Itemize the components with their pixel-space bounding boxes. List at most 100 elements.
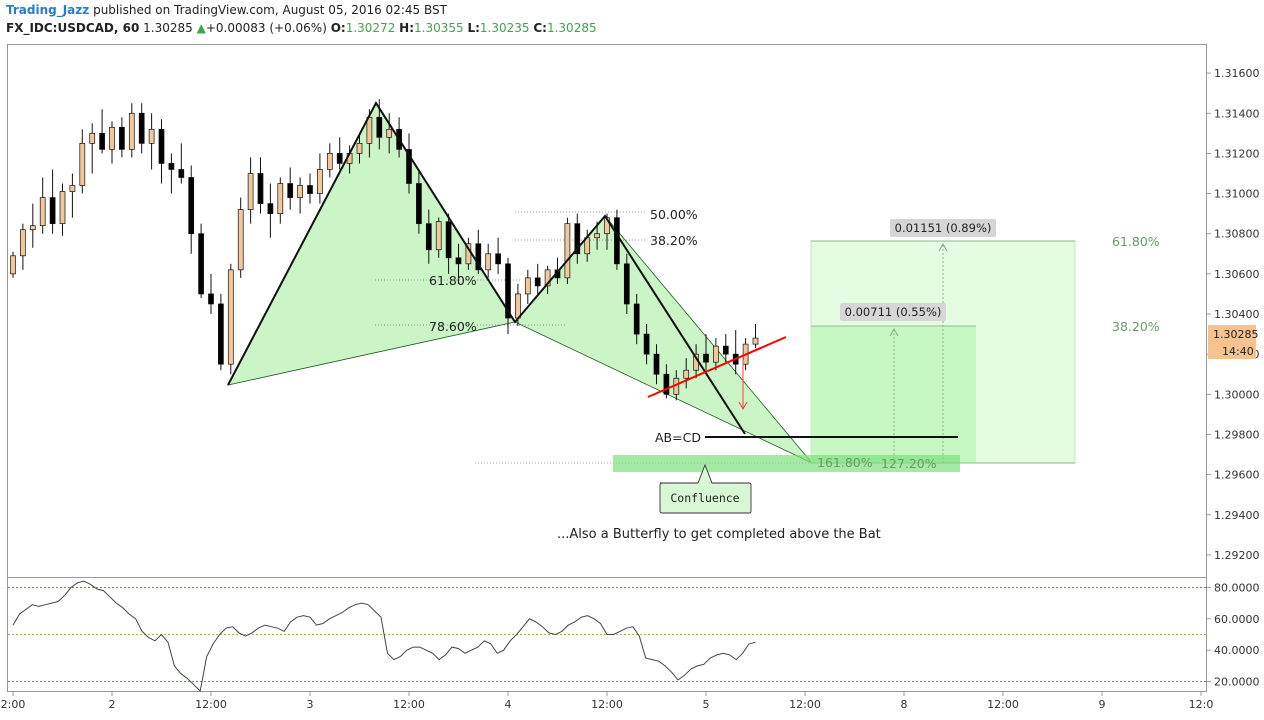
time-tick-label: 12:0 bbox=[1189, 698, 1214, 711]
candle-down[interactable] bbox=[633, 303, 640, 335]
candle-up[interactable] bbox=[326, 153, 333, 170]
candle-up[interactable] bbox=[29, 225, 36, 231]
high-value: 1.30355 bbox=[414, 21, 464, 35]
candle-up[interactable] bbox=[59, 191, 66, 225]
candle-down[interactable] bbox=[336, 153, 343, 164]
candle-down[interactable] bbox=[178, 169, 185, 178]
candle-up[interactable] bbox=[524, 277, 531, 295]
candle-down[interactable] bbox=[267, 203, 274, 214]
candle-down[interactable] bbox=[475, 243, 482, 271]
open-label: O: bbox=[330, 21, 346, 35]
target-zone-inner bbox=[811, 326, 976, 463]
candle-down[interactable] bbox=[198, 233, 204, 295]
candle-up[interactable] bbox=[713, 345, 719, 363]
candle-up[interactable] bbox=[69, 185, 76, 192]
candle-up[interactable] bbox=[247, 173, 254, 210]
candle-down[interactable] bbox=[623, 263, 630, 305]
candle-up[interactable] bbox=[297, 185, 303, 198]
countdown-label: 14:40 bbox=[1222, 345, 1254, 358]
candle-down[interactable] bbox=[188, 177, 195, 235]
candle-down[interactable] bbox=[119, 126, 125, 150]
candle-down[interactable] bbox=[614, 217, 620, 265]
candle-up[interactable] bbox=[515, 293, 521, 319]
candle-down[interactable] bbox=[416, 183, 422, 225]
time-axis[interactable]: 2:00 2 12:00 3 12:00 4 12:00 5 12:00 8 12:00 9 12:0 bbox=[1, 691, 1214, 711]
candle-down[interactable] bbox=[445, 221, 452, 259]
candle-down[interactable] bbox=[495, 253, 501, 265]
confluence-zone bbox=[613, 455, 960, 472]
candle-down[interactable] bbox=[49, 197, 56, 225]
candle-down[interactable] bbox=[574, 223, 581, 255]
fib-382-label: 38.20% bbox=[650, 233, 698, 248]
candle-up[interactable] bbox=[386, 128, 393, 138]
candle-down[interactable] bbox=[406, 149, 412, 184]
candle-down[interactable] bbox=[168, 163, 175, 170]
candle-down[interactable] bbox=[455, 257, 462, 265]
time-tick-label: 9 bbox=[1099, 698, 1106, 711]
countdown-badge bbox=[1208, 342, 1256, 359]
candle-down[interactable] bbox=[425, 223, 432, 251]
price-tick-label: 1.30800 bbox=[1214, 228, 1260, 241]
price-tick-label: 1.31600 bbox=[1214, 67, 1260, 80]
candle-up[interactable] bbox=[435, 221, 442, 251]
candle-down[interactable] bbox=[653, 353, 660, 375]
candle-down[interactable] bbox=[218, 303, 224, 365]
candle-down[interactable] bbox=[534, 277, 541, 287]
red-down-arrowhead bbox=[738, 401, 748, 411]
candle-down[interactable] bbox=[643, 333, 650, 355]
candle-up[interactable] bbox=[237, 209, 244, 271]
candle-up[interactable] bbox=[752, 337, 759, 345]
candle-up[interactable] bbox=[128, 112, 135, 150]
candle-down[interactable] bbox=[703, 353, 709, 363]
candle-down[interactable] bbox=[663, 373, 670, 395]
rsi-tick-label: 60.0000 bbox=[1214, 613, 1260, 626]
candle-down[interactable] bbox=[505, 263, 511, 319]
candle-up[interactable] bbox=[544, 269, 551, 287]
candle-up[interactable] bbox=[564, 223, 571, 279]
candle-down[interactable] bbox=[376, 116, 383, 138]
price-tick-label: 1.30400 bbox=[1214, 308, 1260, 321]
candle-down[interactable] bbox=[722, 345, 729, 355]
candle-up[interactable] bbox=[277, 183, 284, 214]
candle-down[interactable] bbox=[287, 183, 294, 198]
candle-up[interactable] bbox=[485, 253, 492, 271]
candle-up[interactable] bbox=[109, 126, 115, 150]
candle-up[interactable] bbox=[317, 169, 323, 194]
candle-up[interactable] bbox=[10, 255, 16, 275]
time-tick-label: 12:00 bbox=[195, 698, 227, 711]
candle-up[interactable] bbox=[79, 143, 86, 186]
candle-down[interactable] bbox=[99, 132, 105, 150]
candle-up[interactable] bbox=[227, 269, 234, 365]
open-value: 1.30272 bbox=[345, 21, 396, 35]
pattern-bcd-triangle bbox=[514, 215, 813, 464]
red-trendline bbox=[647, 336, 787, 398]
candle-down[interactable] bbox=[208, 293, 214, 305]
pattern-xab-triangle bbox=[227, 102, 516, 386]
target-2-badge bbox=[890, 219, 996, 237]
fib-50-label: 50.00% bbox=[650, 207, 698, 222]
candle-up[interactable] bbox=[148, 128, 155, 144]
candle-down[interactable] bbox=[138, 112, 145, 144]
candle-up[interactable] bbox=[683, 369, 690, 379]
author-name[interactable]: Trading_Jazz bbox=[6, 3, 90, 17]
candle-down[interactable] bbox=[307, 185, 313, 194]
price-axis[interactable]: 1.31600 1.31400 1.31200 1.31000 1.30800 1.306… bbox=[1206, 67, 1260, 562]
candle-up[interactable] bbox=[356, 143, 363, 154]
current-price-badge bbox=[1208, 325, 1256, 342]
rsi-levels: 80.0000 60.0000 40.0000 20.0000 bbox=[8, 581, 1260, 689]
candle-up[interactable] bbox=[366, 116, 373, 144]
time-tick-label: 12:00 bbox=[789, 698, 821, 711]
candle-up[interactable] bbox=[20, 229, 26, 257]
chart-header: Trading_Jazz published on TradingView.co… bbox=[6, 3, 447, 17]
candle-down[interactable] bbox=[158, 128, 165, 164]
candle-down[interactable] bbox=[257, 173, 264, 204]
price-tick-label: 1.31000 bbox=[1214, 188, 1260, 201]
time-tick-label: 12:00 bbox=[987, 698, 1019, 711]
target-2-label: 0.01151 (0.89%) bbox=[895, 221, 992, 235]
candle-up[interactable] bbox=[594, 233, 600, 239]
price-tick-label: 1.29200 bbox=[1214, 549, 1260, 562]
candles[interactable] bbox=[10, 99, 759, 401]
candle-up[interactable] bbox=[39, 197, 46, 227]
candle-up[interactable] bbox=[89, 132, 96, 144]
